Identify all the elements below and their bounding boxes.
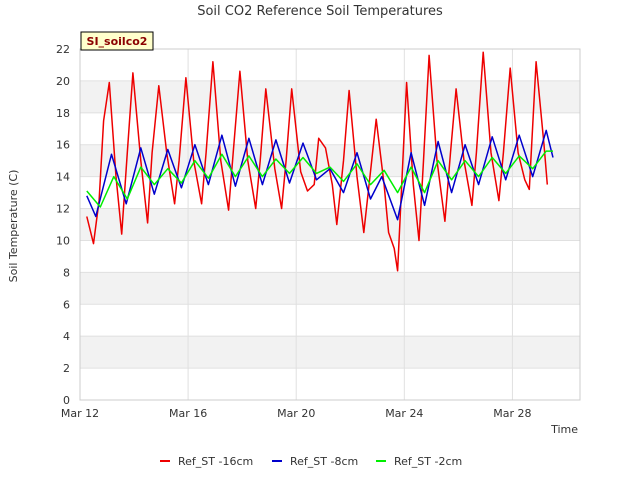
y-axis-label: Soil Temperature (C) — [7, 170, 20, 283]
y-tick-label: 10 — [56, 234, 70, 247]
x-tick-label: Mar 16 — [169, 407, 207, 420]
series-lines — [86, 51, 554, 272]
y-tick-label: 8 — [63, 266, 70, 279]
series-line — [86, 51, 549, 272]
series-line — [86, 129, 554, 221]
x-tick-label: Mar 28 — [493, 407, 531, 420]
series-line — [86, 150, 553, 208]
plot-frame — [79, 48, 581, 401]
y-tick-label: 16 — [56, 139, 70, 152]
station-label-background — [80, 31, 154, 51]
y-tick-label: 18 — [56, 107, 70, 120]
y-tick-label: 6 — [63, 298, 70, 311]
station-label: SI_soilco2 — [87, 35, 148, 48]
y-tick-label: 14 — [56, 171, 70, 184]
x-axis-ticks: Mar 12 Mar 16 Mar 20 Mar 24 Mar 28 — [61, 407, 532, 420]
background-band — [80, 272, 580, 305]
chart-title: Soil CO2 Reference Soil Temperatures — [197, 4, 443, 19]
background-band — [80, 80, 580, 113]
legend-entry: Ref_ST -2cm — [394, 455, 462, 468]
y-tick-label: 20 — [56, 75, 70, 88]
legend-entry: Ref_ST -16cm — [178, 455, 253, 468]
x-tick-label: Mar 24 — [385, 407, 423, 420]
x-axis-label: Time — [550, 423, 578, 436]
legend-entry: Ref_ST -8cm — [290, 455, 358, 468]
y-tick-label: 2 — [63, 362, 70, 375]
y-tick-label: 4 — [63, 330, 70, 343]
background-band — [80, 208, 580, 241]
station-label-box: SI_soilco2 — [80, 31, 154, 51]
y-tick-label: 0 — [63, 394, 70, 407]
legend: Ref_ST -16cm Ref_ST -8cm Ref_ST -2cm — [160, 455, 462, 468]
x-tick-label: Mar 20 — [277, 407, 315, 420]
y-axis-ticks: 0 2 4 6 8 10 12 14 16 18 20 22 — [56, 43, 70, 407]
background-band — [80, 336, 580, 369]
y-tick-label: 22 — [56, 43, 70, 56]
y-tick-label: 12 — [56, 203, 70, 216]
x-tick-label: Mar 12 — [61, 407, 99, 420]
